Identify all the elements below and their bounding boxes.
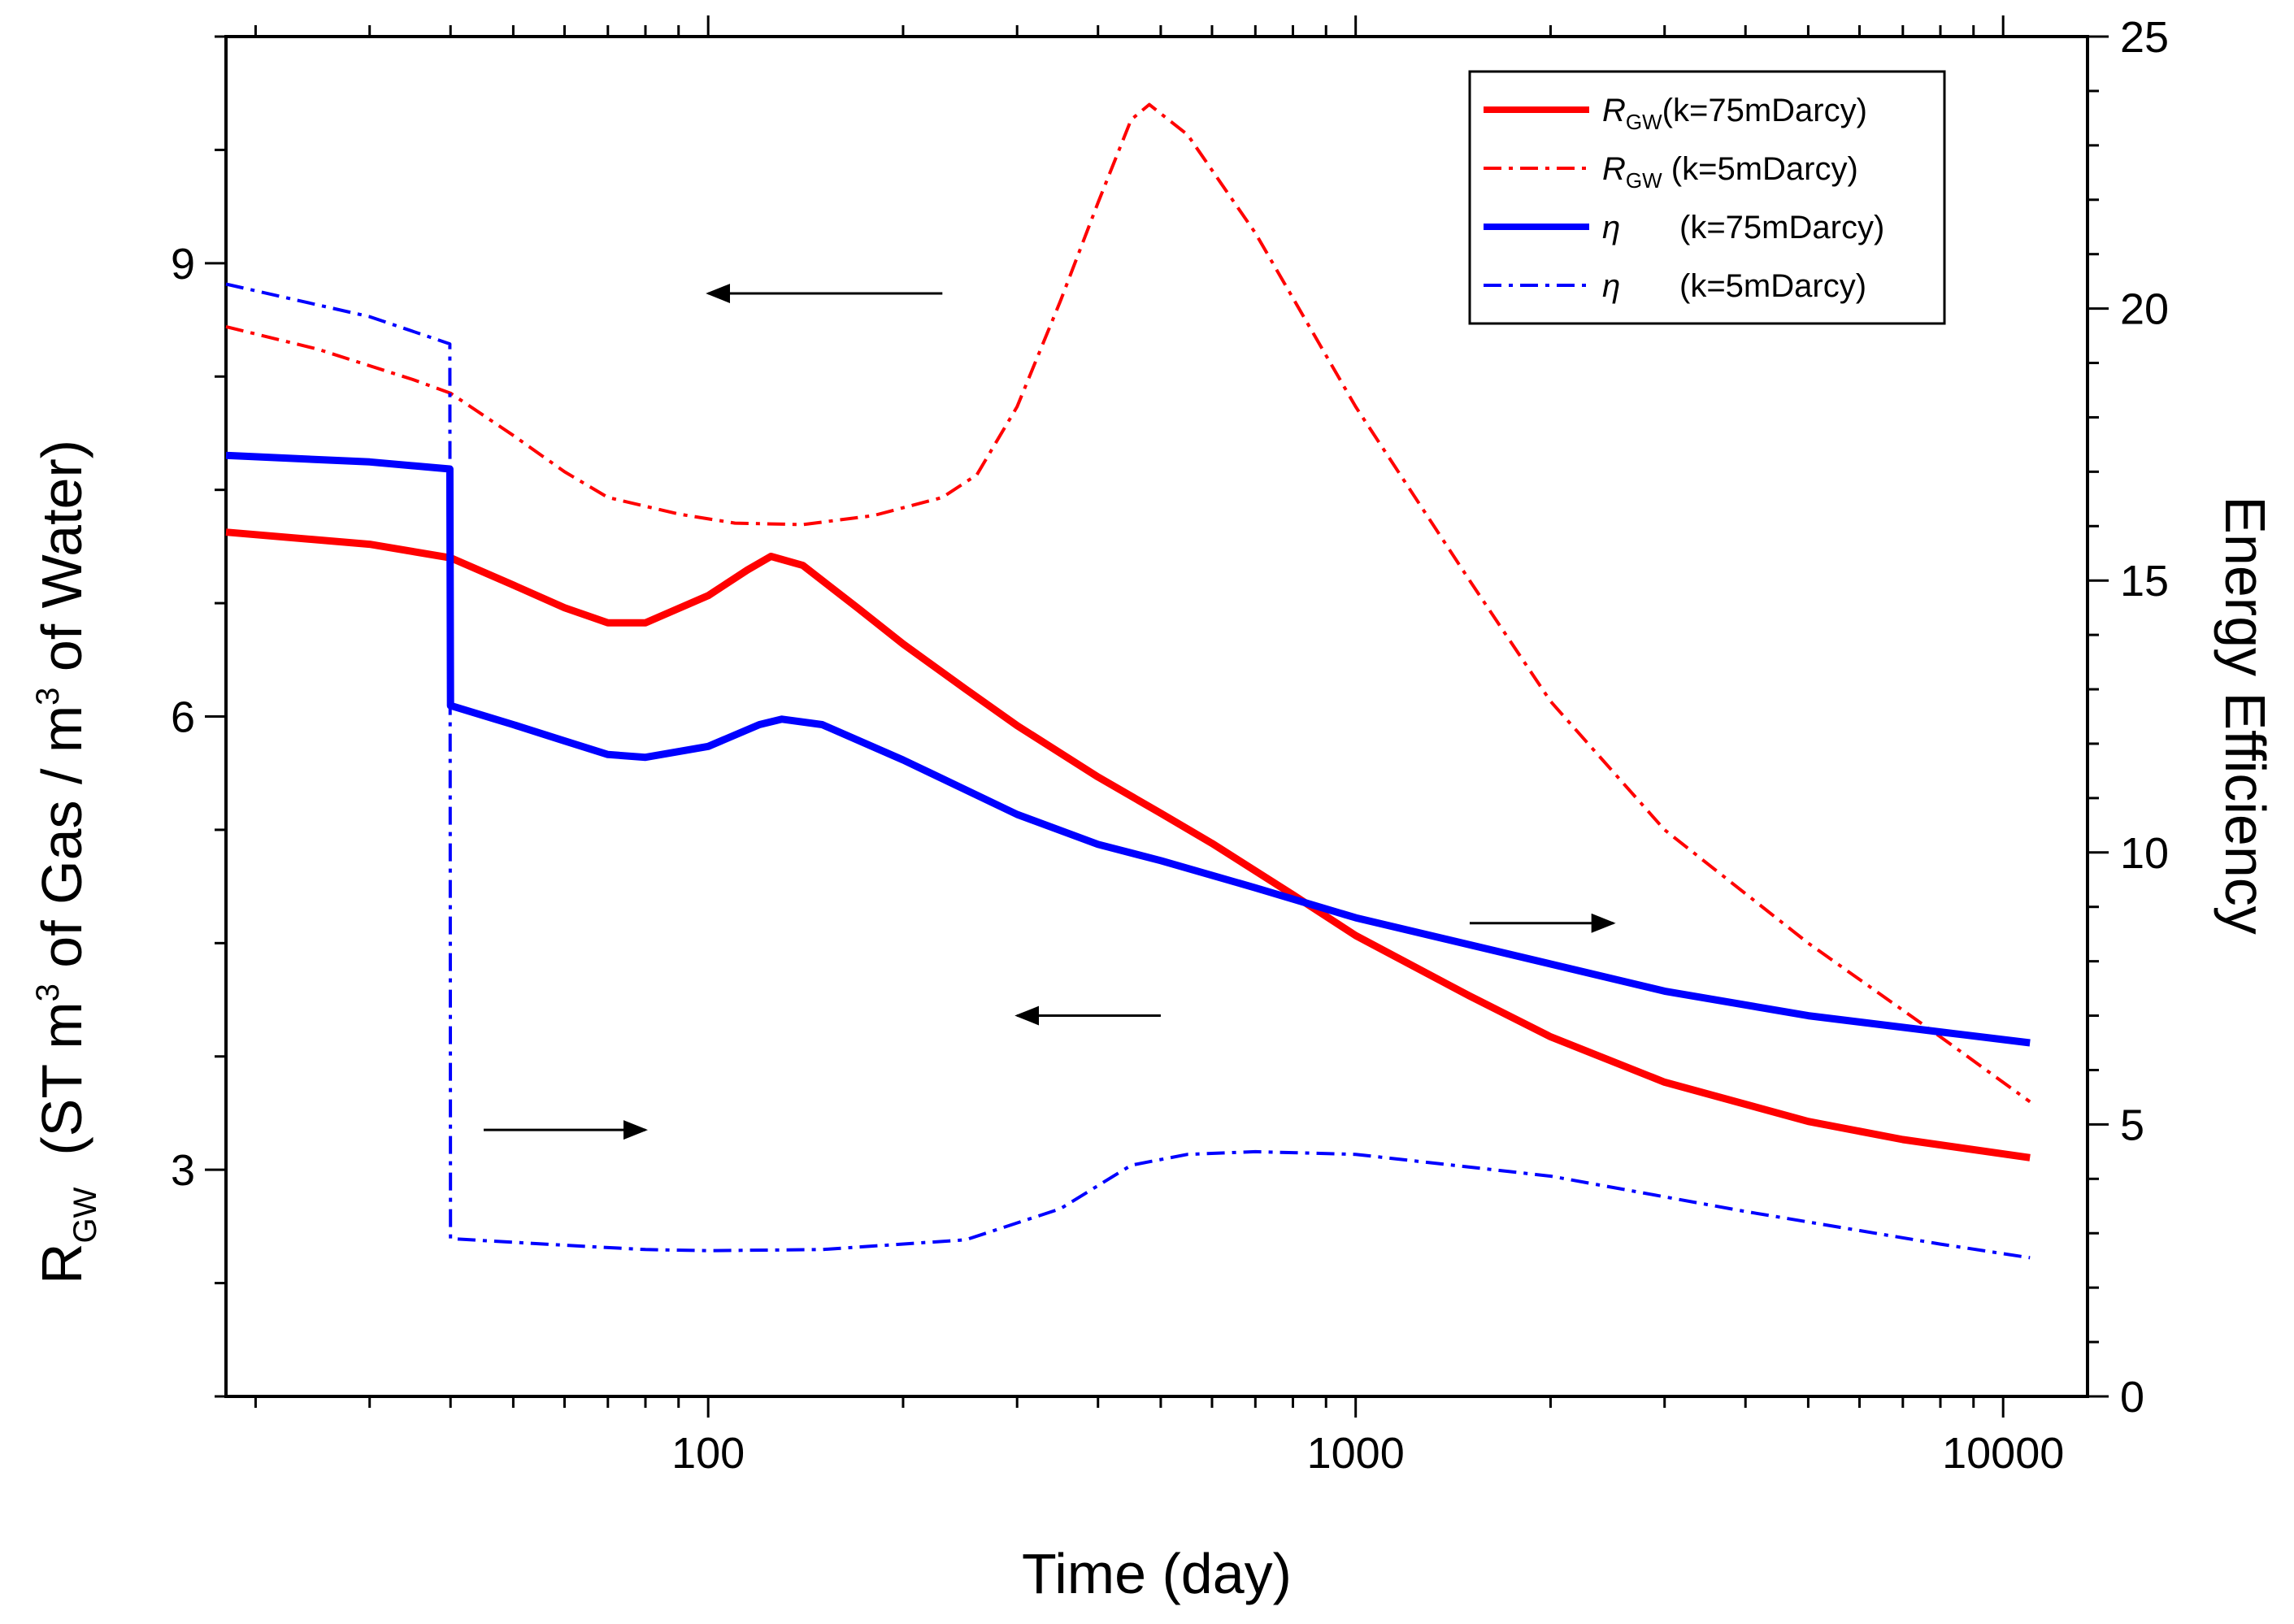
y-right-tick-label: 15	[2120, 557, 2169, 606]
legend: RGW(k=75mDarcy) RGW (k=5mDarcy) η (k=75mDar…	[1468, 70, 1946, 325]
series-line-1	[225, 528, 2031, 1162]
y-right-tick-label: 25	[2120, 13, 2169, 62]
series-line-2	[225, 102, 2031, 1104]
legend-label: RGW (k=5mDarcy)	[1602, 151, 1858, 193]
x-tick-label: 10000	[1942, 1429, 2064, 1478]
y-left-tick-label: 9	[171, 240, 195, 289]
series-line-4	[225, 282, 2031, 1260]
y-left-axis-title: RGW (ST m3 of Gas / m3 of Water)	[30, 440, 103, 1284]
y-right-axis-title: Energy Efficiency	[2214, 496, 2277, 935]
y-left-title-sup1: 3	[30, 984, 66, 1001]
tick-labels: 100 1000 10000 3 6 9 0 5 10 15 20 25	[171, 13, 2169, 1478]
y-left-title-sup2: 3	[30, 688, 66, 706]
legend-label: η (k=5mDarcy)	[1602, 268, 1866, 304]
y-left-title-part3: of Water)	[30, 440, 93, 688]
legend-label: η (k=75mDarcy)	[1602, 210, 1884, 245]
legend-label: RGW(k=75mDarcy)	[1602, 93, 1867, 134]
annotation-arrows	[483, 284, 1616, 1140]
y-right-tick-label: 5	[2120, 1101, 2144, 1149]
y-right-tick-label: 10	[2120, 829, 2169, 878]
y-left-tick-label: 6	[171, 693, 195, 742]
series-line-3	[225, 451, 2031, 1047]
y-left-tick-label: 3	[171, 1146, 195, 1195]
x-tick-label: 100	[671, 1429, 745, 1478]
y-right-tick-label: 20	[2120, 285, 2169, 334]
y-left-title-part2: of Gas / m	[30, 706, 93, 984]
legend-box	[1468, 70, 1946, 325]
svg-text:RGW (ST m3 of Gas / m3 of Wat: RGW (ST m3 of Gas / m3 of Water)	[30, 440, 103, 1284]
x-axis-title: Time (day)	[1022, 1542, 1292, 1605]
series-layer	[225, 102, 2031, 1260]
ticks-layer	[205, 15, 2109, 1418]
y-left-title-main: R	[30, 1243, 93, 1284]
y-right-tick-label: 0	[2120, 1373, 2144, 1422]
y-left-title-part1: (ST m	[30, 1001, 93, 1187]
x-tick-label: 1000	[1307, 1429, 1405, 1478]
y-left-title-sub: GW	[67, 1187, 103, 1243]
